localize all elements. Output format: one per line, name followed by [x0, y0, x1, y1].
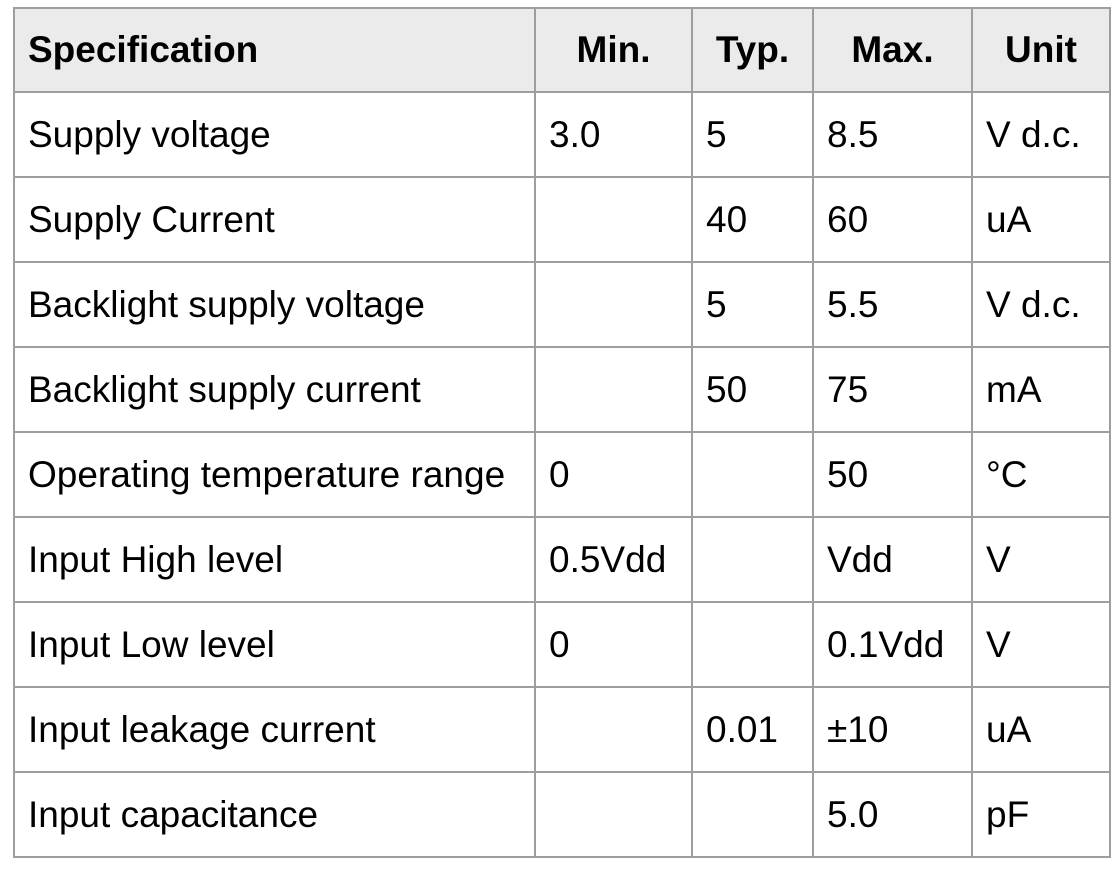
cell-min: 0.5Vdd [534, 516, 693, 603]
table-row: Input capacitance 5.0 pF [13, 771, 1111, 858]
cell-min [534, 261, 693, 348]
cell-unit: V [971, 601, 1111, 688]
cell-unit: V d.c. [971, 261, 1111, 348]
cell-typ [691, 771, 814, 858]
cell-min [534, 346, 693, 433]
cell-max: 75 [812, 346, 973, 433]
cell-unit: uA [971, 686, 1111, 773]
cell-typ [691, 516, 814, 603]
column-header-min: Min. [534, 7, 693, 93]
table-row: Input leakage current 0.01 ±10 uA [13, 686, 1111, 773]
cell-min [534, 176, 693, 263]
cell-unit: mA [971, 346, 1111, 433]
cell-specification: Operating temperature range [13, 431, 536, 518]
cell-specification: Input High level [13, 516, 536, 603]
table-row: Operating temperature range 0 50 °C [13, 431, 1111, 518]
cell-specification: Backlight supply current [13, 346, 536, 433]
table-row: Input Low level 0 0.1Vdd V [13, 601, 1111, 688]
column-header-unit: Unit [971, 7, 1111, 93]
cell-max: Vdd [812, 516, 973, 603]
column-header-max: Max. [812, 7, 973, 93]
specification-table: Specification Min. Typ. Max. Unit Supply vol… [13, 7, 1111, 858]
cell-typ: 40 [691, 176, 814, 263]
cell-max: 5.5 [812, 261, 973, 348]
cell-typ: 0.01 [691, 686, 814, 773]
cell-typ: 50 [691, 346, 814, 433]
cell-specification: Input leakage current [13, 686, 536, 773]
column-header-typ: Typ. [691, 7, 814, 93]
cell-min: 0 [534, 431, 693, 518]
cell-max: 5.0 [812, 771, 973, 858]
cell-min [534, 686, 693, 773]
cell-specification: Supply Current [13, 176, 536, 263]
cell-min: 3.0 [534, 91, 693, 178]
cell-specification: Input Low level [13, 601, 536, 688]
cell-unit: °C [971, 431, 1111, 518]
table-row: Backlight supply current 50 75 mA [13, 346, 1111, 433]
cell-max: 60 [812, 176, 973, 263]
cell-unit: V d.c. [971, 91, 1111, 178]
cell-typ [691, 431, 814, 518]
header-row: Specification Min. Typ. Max. Unit [13, 7, 1111, 93]
cell-specification: Supply voltage [13, 91, 536, 178]
table-row: Supply Current 40 60 uA [13, 176, 1111, 263]
cell-unit: pF [971, 771, 1111, 858]
table-row: Supply voltage 3.0 5 8.5 V d.c. [13, 91, 1111, 178]
table-row: Input High level 0.5Vdd Vdd V [13, 516, 1111, 603]
cell-unit: uA [971, 176, 1111, 263]
cell-typ: 5 [691, 261, 814, 348]
cell-min: 0 [534, 601, 693, 688]
column-header-specification: Specification [13, 7, 536, 93]
cell-specification: Input capacitance [13, 771, 536, 858]
cell-max: 50 [812, 431, 973, 518]
cell-max: 8.5 [812, 91, 973, 178]
cell-specification: Backlight supply voltage [13, 261, 536, 348]
cell-unit: V [971, 516, 1111, 603]
cell-max: ±10 [812, 686, 973, 773]
cell-typ [691, 601, 814, 688]
cell-typ: 5 [691, 91, 814, 178]
table-row: Backlight supply voltage 5 5.5 V d.c. [13, 261, 1111, 348]
cell-max: 0.1Vdd [812, 601, 973, 688]
table-body: Supply voltage 3.0 5 8.5 V d.c. Supply Curren… [13, 91, 1111, 858]
cell-min [534, 771, 693, 858]
